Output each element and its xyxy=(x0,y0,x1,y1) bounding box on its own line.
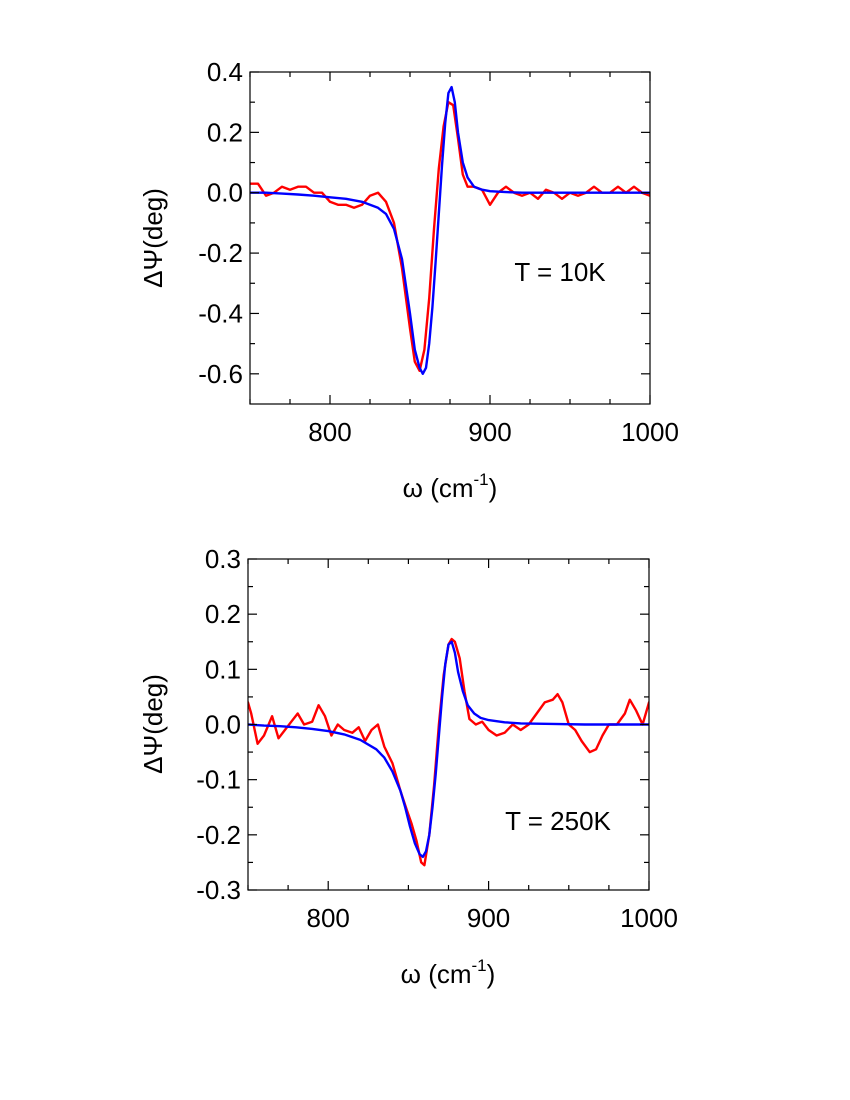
panel-250k-xtick-label: 900 xyxy=(467,903,510,933)
panel-250k-ytick-label: -0.1 xyxy=(196,765,241,795)
panel-250k-xlabel-exp: -1 xyxy=(472,956,487,975)
panel-10k-annotation: T = 10K xyxy=(514,257,606,287)
panel-10k-xtick-label: 900 xyxy=(468,417,511,447)
panel-10k: 800 900 1000-0.6-0.4-0.20.00.20.4 ΔΨ(deg) … xyxy=(138,57,679,503)
panel-250k-ytick-label: -0.3 xyxy=(196,875,241,905)
panel-250k-curves xyxy=(248,637,649,867)
panel-10k-ytick-label: 0.0 xyxy=(207,178,243,208)
panel-10k-xlabel-main: ω (cm xyxy=(403,473,474,503)
panel-10k-series-line-fit xyxy=(250,85,650,375)
panel-250k-ytick-label: 0.2 xyxy=(205,599,241,629)
panel-250k-ytick-label: 0.1 xyxy=(205,654,241,684)
panel-250k-xtick-label: 1000 xyxy=(620,903,678,933)
panel-250k: 800 900 1000 -0.3 -0.2 -0.1 0.0 0.1 0.2 0.3 ΔΨ(de… xyxy=(138,544,678,989)
panel-250k-ticks: 800 900 1000 -0.3 -0.2 -0.1 0.0 0.1 0.2 0.3 xyxy=(196,544,678,933)
panel-10k-xtick-label: 800 xyxy=(308,417,351,447)
panel-250k-xlabel-close: ) xyxy=(487,959,496,989)
panel-10k-xlabel-exp: -1 xyxy=(474,470,489,489)
panel-250k-annotation: T = 250K xyxy=(505,806,611,836)
panel-10k-xtick-label: 1000 xyxy=(621,417,679,447)
panel-10k-ytick-label: -0.4 xyxy=(198,298,243,328)
panel-250k-ytick-label: -0.2 xyxy=(196,820,241,850)
panel-250k-xlabel: ω (cm-1) xyxy=(401,956,496,989)
panel-10k-ytick-label: 0.4 xyxy=(207,57,243,87)
panel-10k-ticks: 800 900 1000 -0.6 -0.4 -0.2 0.0 0.2 0.4 xyxy=(198,57,679,447)
panel-250k-ytick-label: 0.3 xyxy=(205,544,241,574)
panel-10k-series-line-measured xyxy=(250,101,650,372)
panel-250k-series-line-fit xyxy=(248,640,649,859)
panel-10k-ytick-label: -0.2 xyxy=(198,238,243,268)
panel-10k-xlabel: ω (cm-1) xyxy=(403,470,498,503)
panel-250k-xtick-label: 800 xyxy=(307,903,350,933)
panel-10k-ytick-label: -0.6 xyxy=(198,359,243,389)
panel-10k-ylabel: ΔΨ(deg) xyxy=(138,188,168,288)
panel-10k-curves xyxy=(250,85,650,375)
panel-10k-ytick-label: 0.2 xyxy=(207,117,243,147)
panel-10k-frame xyxy=(249,71,651,405)
panel-250k-ylabel: ΔΨ(deg) xyxy=(138,674,168,774)
panel-250k-ytick-label: 0.0 xyxy=(205,710,241,740)
panel-10k-xlabel-close: ) xyxy=(489,473,498,503)
panel-250k-xlabel-main: ω (cm xyxy=(401,959,472,989)
